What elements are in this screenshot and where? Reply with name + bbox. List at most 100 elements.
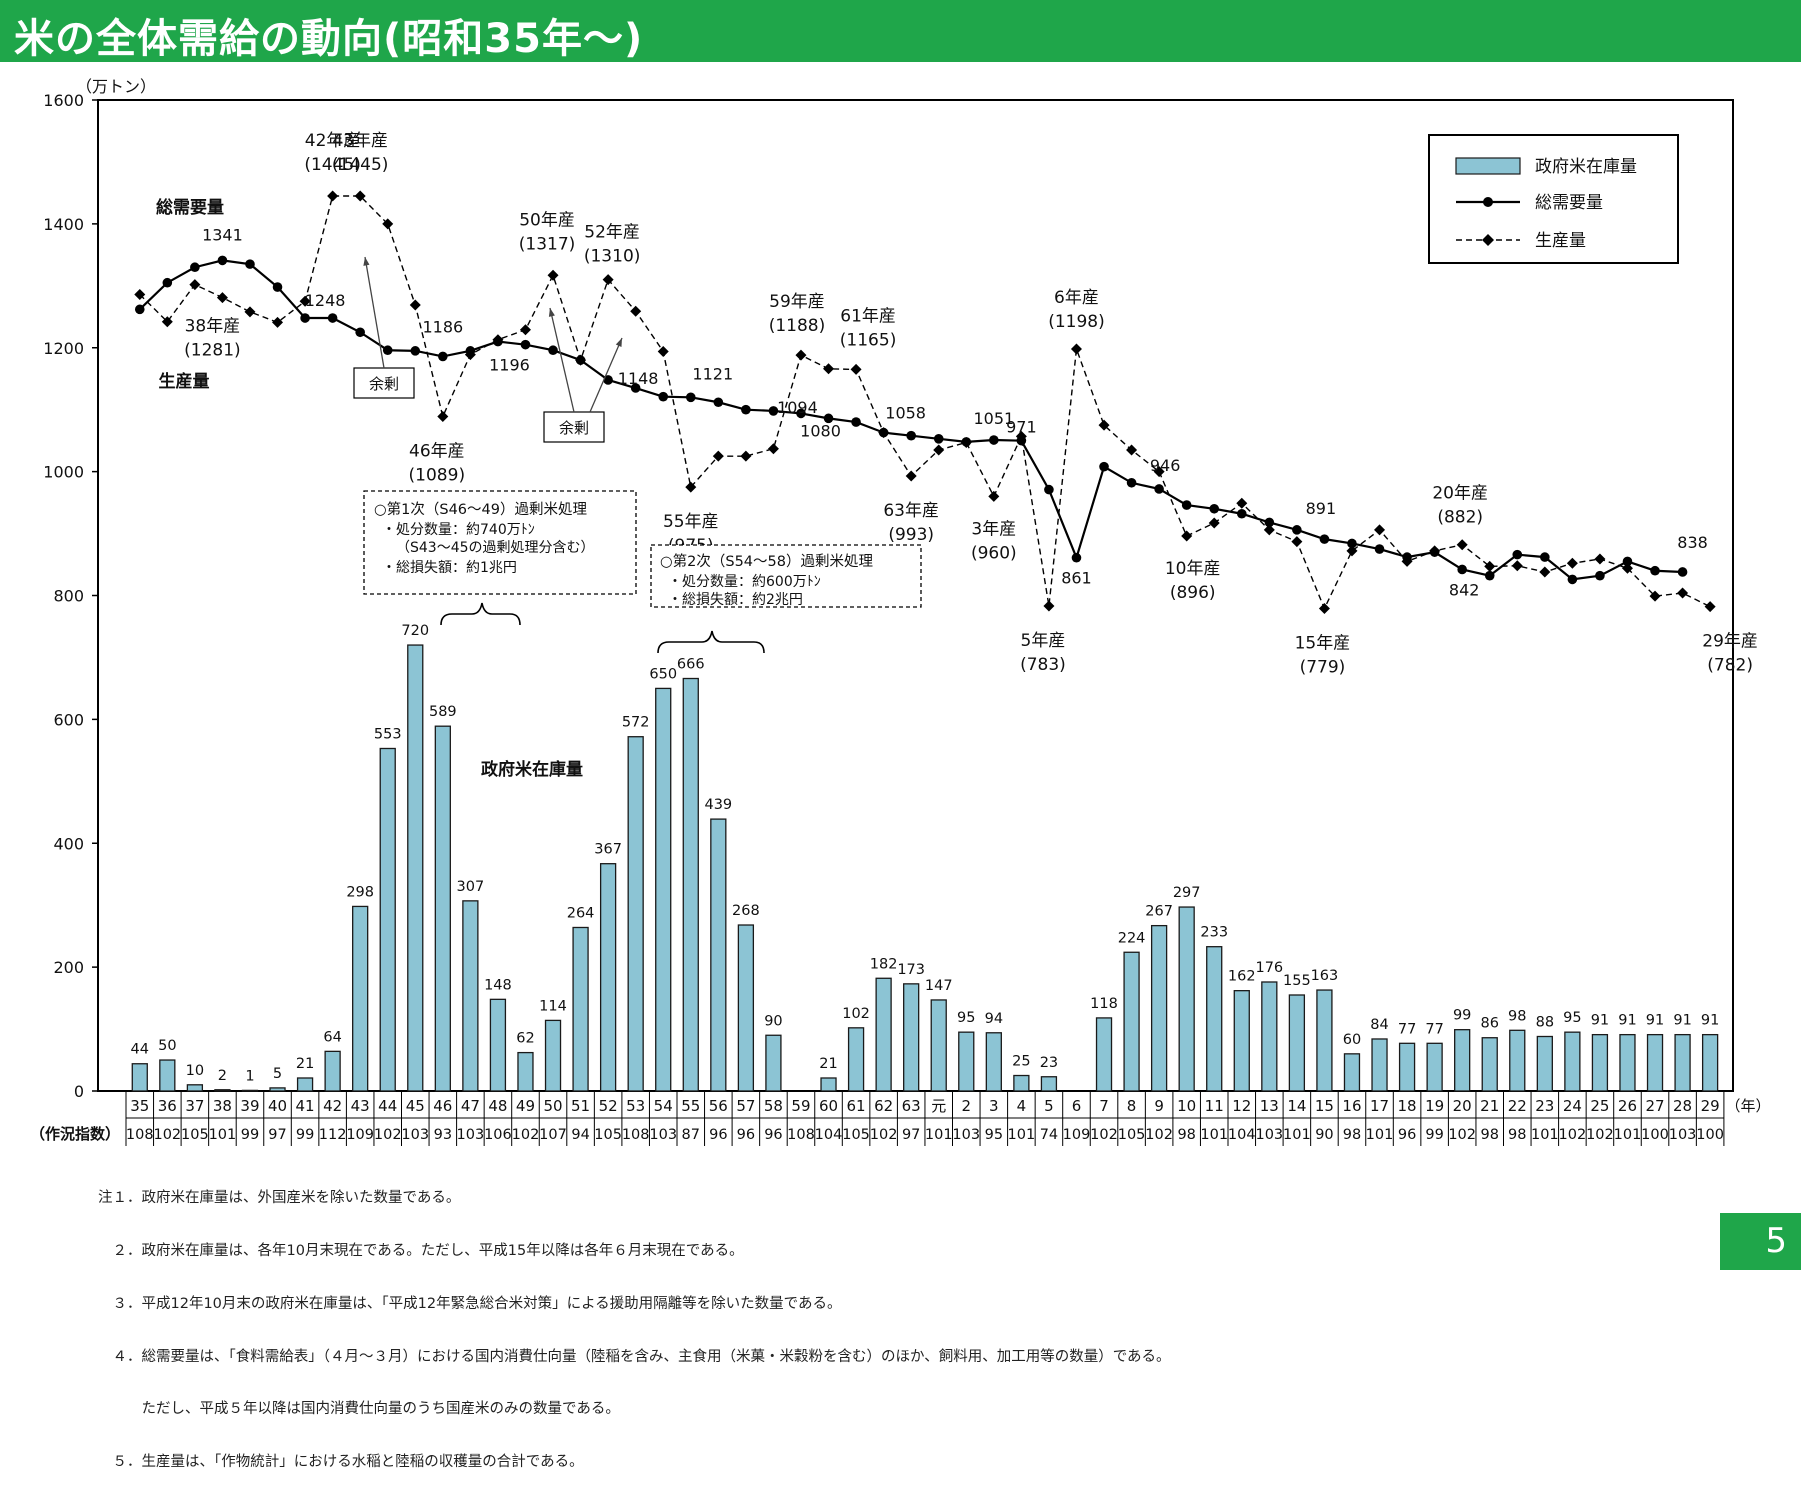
marker-production: [409, 299, 421, 311]
demand-value-label: 842: [1449, 580, 1480, 599]
demand-value-label: 1094: [777, 398, 818, 417]
bar-stock: [1536, 1035, 1553, 1092]
note-line: ４．総需要量は、「食料需給表」（４月～３月）における国内消費仕向量（陸稲を含み、…: [98, 1348, 1171, 1365]
year-label: 2: [962, 1097, 972, 1115]
production-annotation: 5年産: [1021, 631, 1066, 651]
y-tick-label: 1000: [43, 463, 84, 482]
arrow-head: [548, 308, 555, 317]
marker-demand: [768, 406, 779, 416]
bar-stock: [1619, 1033, 1636, 1092]
crop-index-label: 108: [787, 1127, 815, 1143]
marker-demand: [438, 351, 448, 362]
bar-value-label: 88: [1536, 1014, 1554, 1030]
year-label: 24: [1563, 1097, 1582, 1115]
bar-stock: [1206, 946, 1223, 1092]
year-label: 元: [931, 1097, 946, 1115]
bar-stock: [710, 818, 727, 1092]
marker-demand: [575, 355, 586, 365]
surplus-arrow: [589, 337, 623, 413]
bar-value-label: 176: [1255, 960, 1283, 976]
y-tick-label: 600: [53, 710, 84, 729]
bar-stock: [186, 1084, 204, 1092]
marker-production: [519, 324, 531, 336]
bar-value-label: 95: [957, 1010, 975, 1026]
marker-demand: [1512, 549, 1523, 560]
bar-value-label: 224: [1118, 930, 1146, 946]
bar-value-label: 60: [1343, 1032, 1361, 1048]
production-annotation: 46年産: [409, 442, 465, 462]
year-label: 59: [791, 1097, 810, 1115]
production-annotation: 29年産: [1702, 632, 1758, 652]
year-label: 6: [1072, 1097, 1082, 1115]
crop-index-label: 102: [1559, 1127, 1587, 1143]
production-annotation: (782): [1707, 656, 1753, 676]
bar-value-label: 589: [429, 704, 457, 720]
marker-demand: [465, 346, 476, 356]
bar-value-label: 23: [1040, 1055, 1058, 1071]
crop-index-row-label: （作況指数）: [30, 1125, 120, 1143]
bar-value-label: 264: [567, 905, 595, 921]
year-label: 39: [240, 1097, 259, 1115]
demand-value-label: 1186: [422, 317, 463, 336]
bar-value-label: 173: [897, 962, 925, 978]
crop-index-label: 102: [512, 1127, 540, 1143]
marker-demand: [878, 427, 889, 438]
year-label: 51: [571, 1097, 590, 1115]
crop-index-label: 98: [1508, 1127, 1526, 1143]
marker-production: [1070, 343, 1082, 355]
year-label: 62: [874, 1097, 893, 1115]
bar-stock: [379, 747, 396, 1092]
demand-value-label: 891: [1306, 499, 1337, 518]
marker-demand: [1429, 547, 1440, 557]
brace-2: [657, 630, 765, 654]
year-label: 48: [488, 1097, 507, 1115]
production-series-label: 生産量: [159, 371, 210, 392]
bar-stock: [1371, 1038, 1388, 1092]
bar-value-label: 91: [1673, 1013, 1691, 1029]
crop-index-label: 101: [1366, 1127, 1394, 1143]
notes: 注１．政府米在庫量は、外国産米を除いた数量である。 ２．政府米在庫量は、各年10…: [98, 1155, 1171, 1489]
marker-production: [685, 481, 697, 493]
crop-index-label: 99: [296, 1127, 314, 1143]
crop-index-label: 94: [571, 1127, 589, 1143]
marker-demand: [190, 262, 200, 273]
bar-stock: [1233, 990, 1250, 1092]
marker-demand: [548, 345, 558, 356]
crop-index-label: 98: [1177, 1127, 1195, 1143]
demand-value-label: 1080: [800, 421, 841, 440]
demand-value-label: 1248: [305, 291, 346, 310]
demand-value-label: 946: [1150, 456, 1181, 475]
marker-production: [1704, 601, 1716, 613]
crop-index-label: 102: [1448, 1127, 1476, 1143]
bar-value-label: 2: [218, 1068, 227, 1084]
marker-demand: [1595, 570, 1605, 581]
bar-stock: [1564, 1031, 1581, 1092]
bar-stock: [599, 863, 617, 1092]
bar-stock: [462, 900, 479, 1092]
marker-production: [1263, 524, 1275, 536]
legend-marker-production: [1482, 234, 1494, 246]
crop-index-label: 99: [241, 1127, 259, 1143]
bar-stock: [1040, 1076, 1058, 1092]
bar-stock: [1701, 1033, 1719, 1092]
bar-stock: [1646, 1033, 1664, 1092]
crop-index-label: 105: [1118, 1127, 1146, 1143]
year-label: 63: [902, 1097, 921, 1115]
processing-box-2: [650, 544, 922, 608]
bar-stock: [352, 905, 369, 1092]
year-label: 50: [543, 1097, 562, 1115]
marker-demand: [1016, 435, 1027, 446]
surplus-label: 余剰: [559, 419, 589, 437]
marker-demand: [1402, 552, 1412, 562]
note-line: ただし、平成５年以降は国内消費仕向量のうち国産米のみの数量である。: [98, 1401, 620, 1418]
bar-stock: [1288, 994, 1306, 1092]
chart: 02004006008001000120014001600（万トン）351083…: [30, 77, 1771, 1146]
year-label: 12: [1232, 1097, 1251, 1115]
marker-production: [1181, 530, 1193, 542]
marker-demand: [1677, 567, 1688, 577]
surplus-arrow: [364, 256, 385, 369]
marker-demand: [1567, 574, 1578, 585]
year-label: 47: [461, 1097, 480, 1115]
marker-demand: [796, 408, 806, 419]
y-tick-label: 400: [53, 834, 84, 853]
